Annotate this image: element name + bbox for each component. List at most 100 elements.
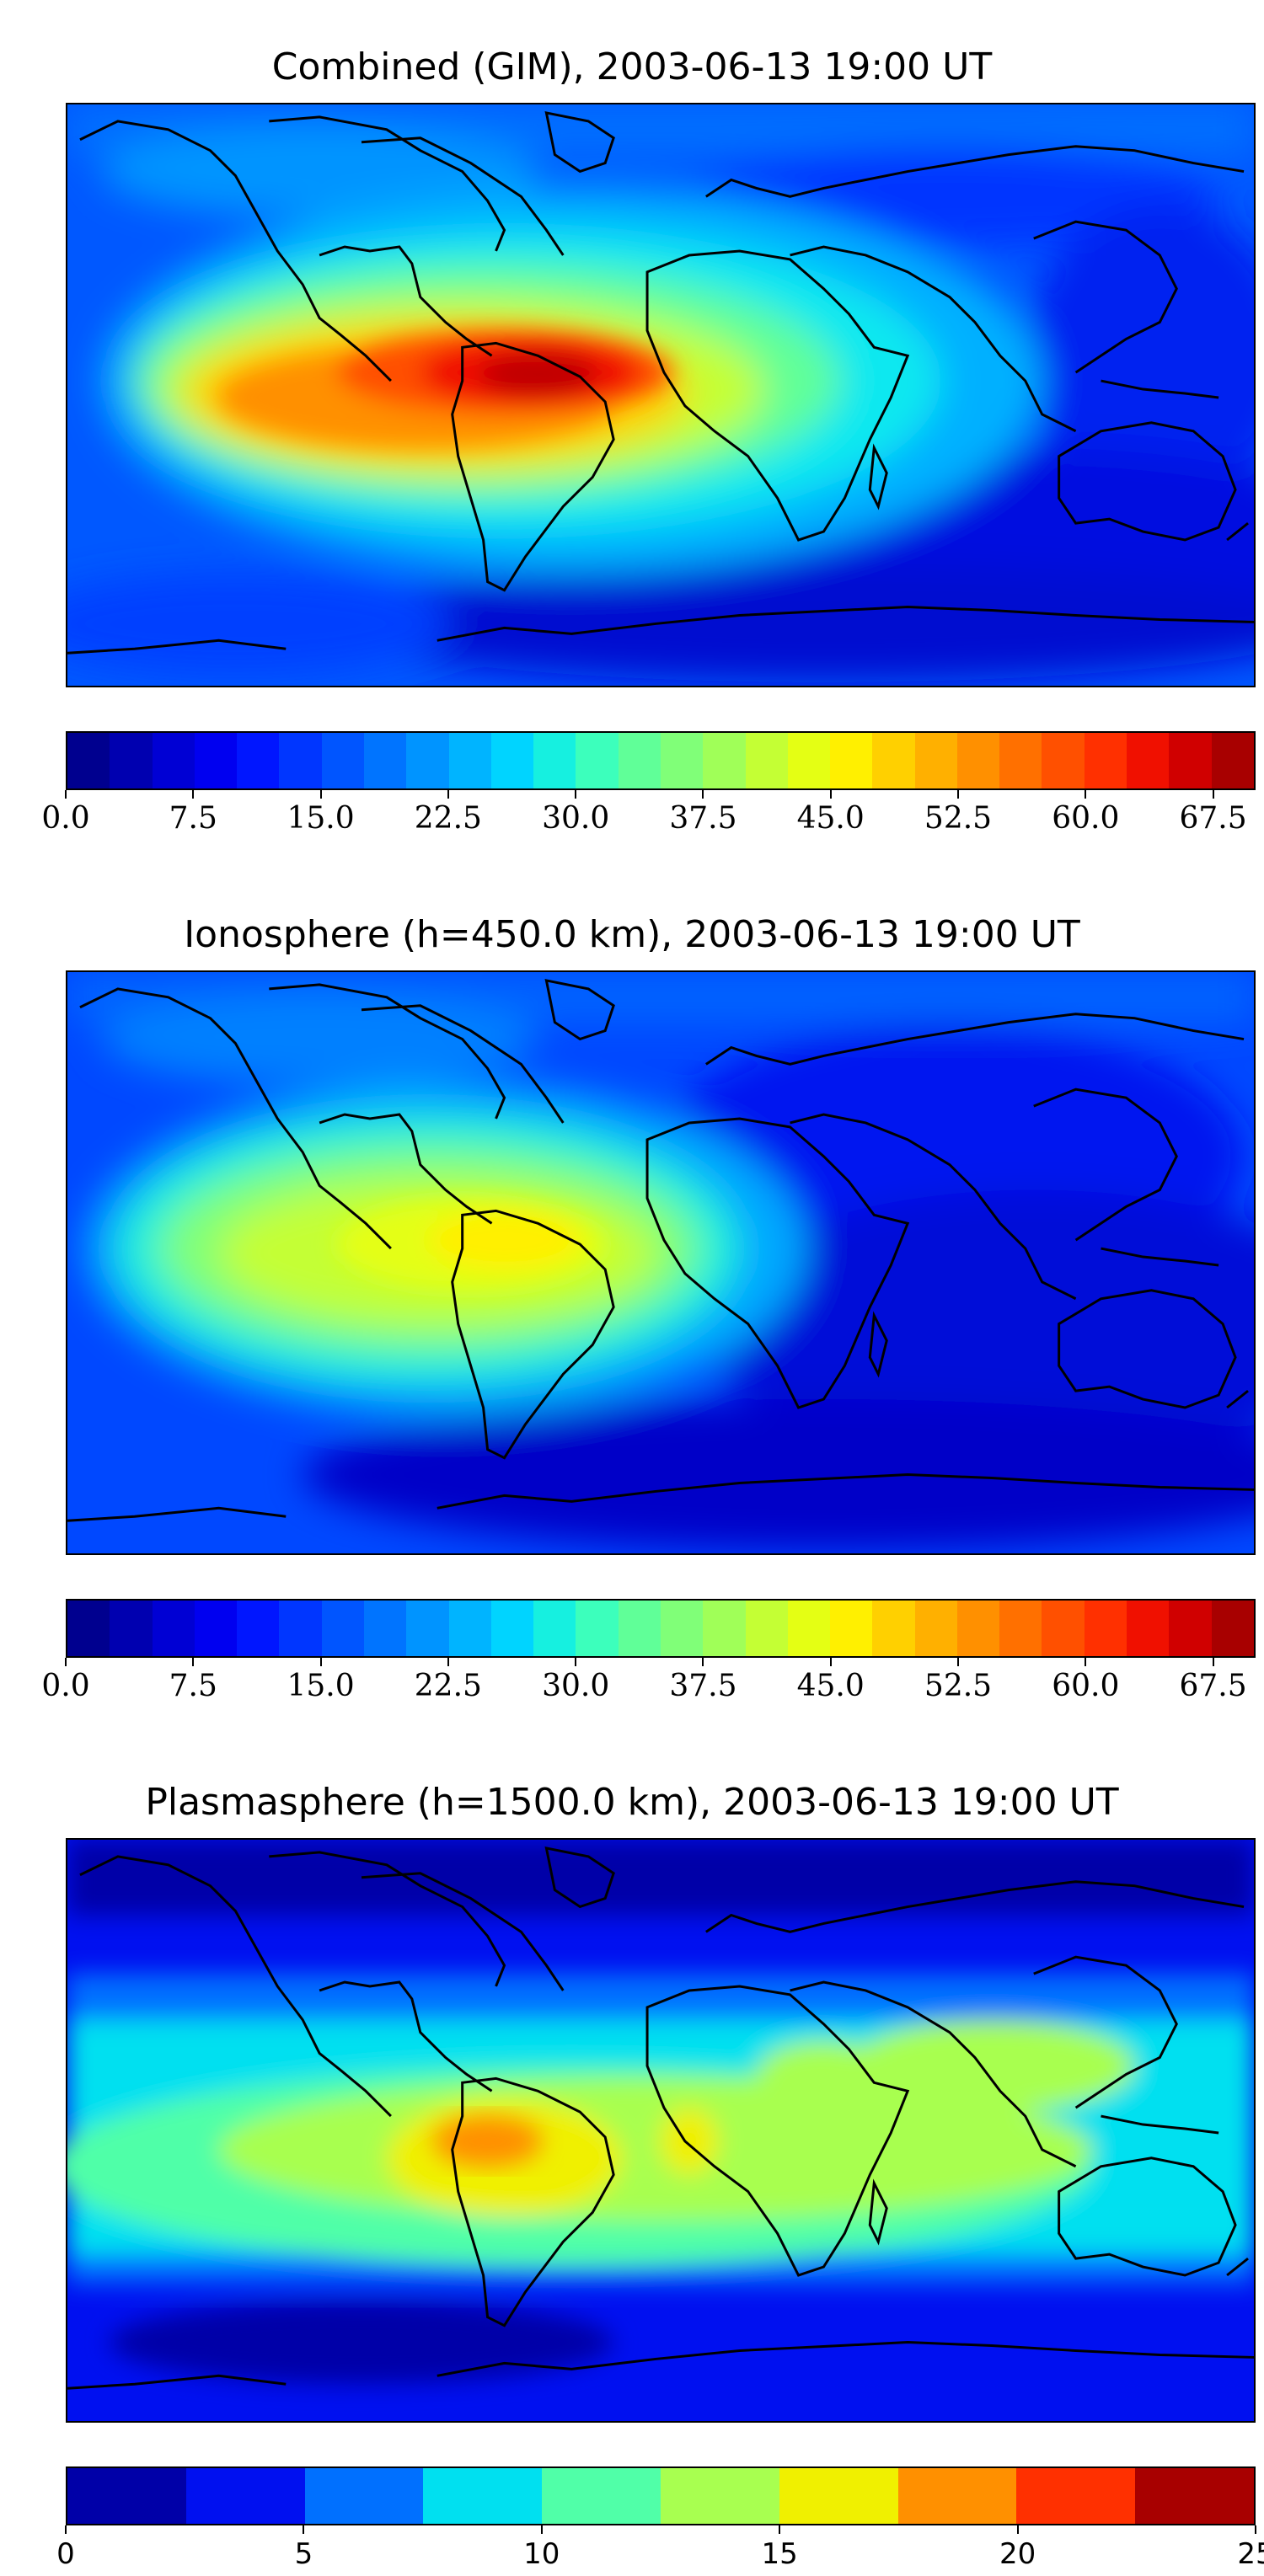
colorbar-segment [542, 2468, 661, 2524]
colorbar-segment [1084, 1601, 1127, 1656]
colorbar-segment [490, 1601, 534, 1656]
colorbar-tick [65, 790, 67, 799]
colorbar-segment [1042, 733, 1085, 788]
colorbar-tick [319, 790, 322, 799]
colorbar-segment [194, 733, 238, 788]
colorbar-tick-label: 30.0 [542, 801, 610, 836]
colorbar-segment [363, 733, 407, 788]
colorbar-segment [67, 1601, 110, 1656]
colorbar-tick-label: 7.5 [169, 801, 217, 836]
colorbar-tick-label: 37.5 [669, 801, 737, 836]
panel-2-title: Ionosphere (h=450.0 km), 2003-06-13 19:0… [184, 913, 1080, 956]
colorbar-tick [192, 790, 195, 799]
colorbar-segment [1135, 2468, 1254, 2524]
coastlines [67, 1846, 1254, 2390]
colorbar-tick-label: 22.5 [414, 801, 482, 836]
colorbar-segment [956, 1601, 1000, 1656]
colorbar-segment [533, 733, 576, 788]
colorbar-tick-label: 67.5 [1179, 1669, 1247, 1703]
colorbar-segment [830, 1601, 873, 1656]
colorbar-tick [1212, 1658, 1214, 1666]
colorbar-tick [575, 790, 577, 799]
plasmasphere-colorbar [66, 2466, 1256, 2525]
colorbar-segment [956, 733, 1000, 788]
colorbar-segment [67, 733, 110, 788]
colorbar-tick [957, 1658, 959, 1666]
colorbar-tick [829, 1658, 832, 1666]
colorbar-segment [914, 1601, 957, 1656]
colorbar-segment [1042, 1601, 1085, 1656]
colorbar-segment [779, 2468, 898, 2524]
colorbar-tick-label: 67.5 [1179, 801, 1247, 836]
colorbar-tick-label: 15.0 [287, 1669, 355, 1703]
colorbar-segment [533, 1601, 576, 1656]
colorbar-segment [279, 733, 322, 788]
colorbar-segment [185, 2468, 305, 2524]
colorbar-segment [423, 2468, 543, 2524]
colorbar-segment [237, 1601, 280, 1656]
colorbar-tick-label: 15 [761, 2537, 798, 2571]
colorbar-segment [321, 733, 364, 788]
colorbar-segment [406, 733, 449, 788]
colorbar-segment [448, 1601, 491, 1656]
colorbar-tick [192, 1658, 195, 1666]
colorbar-tick [1085, 790, 1087, 799]
colorbar-segment [660, 733, 704, 788]
colorbar-segment [110, 733, 153, 788]
ionosphere-map-svg [67, 972, 1254, 1553]
colorbar-tick-label: 7.5 [169, 1669, 217, 1703]
colorbar-segment [1169, 733, 1212, 788]
colorbar-segment [1084, 733, 1127, 788]
colorbar-segment [897, 2468, 1017, 2524]
colorbar-segment [67, 2468, 186, 2524]
colorbar-segment [304, 2468, 424, 2524]
colorbar-tick [957, 790, 959, 799]
colorbar-segment [999, 733, 1042, 788]
colorbar-tick [319, 1658, 322, 1666]
colorbar-tick-label: 37.5 [669, 1669, 737, 1703]
colorbar-tick-label: 52.5 [924, 801, 993, 836]
colorbar-segment [237, 733, 280, 788]
colorbar-tick [575, 1658, 577, 1666]
colorbar-segment [448, 733, 491, 788]
panel-1-title: Combined (GIM), 2003-06-13 19:00 UT [271, 45, 993, 88]
colorbar-segment [110, 1601, 153, 1656]
colorbar-tick [702, 790, 704, 799]
colorbar-segment [618, 1601, 661, 1656]
plasmasphere-map [66, 1838, 1256, 2423]
colorbar-segment [490, 733, 534, 788]
ionosphere-colorbar-ticks: 0.0 7.5 15.0 22.5 30.0 37.5 45.0 52.5 60.0 67.5 [41, 1658, 1256, 1708]
colorbar-segment [1016, 2468, 1136, 2524]
colorbar-tick-label: 0.0 [41, 1669, 90, 1703]
colorbar-segment [660, 2468, 779, 2524]
colorbar-segment [1127, 1601, 1170, 1656]
colorbar-segment [576, 733, 619, 788]
ionosphere-map [66, 970, 1256, 1555]
colorbar-segment [703, 1601, 746, 1656]
colorbar-tick-label: 52.5 [924, 1669, 993, 1703]
colorbar-segment [152, 1601, 195, 1656]
colorbar-tick-label: 10 [523, 2537, 560, 2571]
colorbar-tick-label: 0 [56, 2537, 75, 2571]
colorbar-segment [618, 733, 661, 788]
colorbar-segment [914, 733, 957, 788]
colorbar-segment [745, 1601, 788, 1656]
ionosphere-colorbar [66, 1599, 1256, 1658]
colorbar-tick [1212, 790, 1214, 799]
colorbar-segment [872, 1601, 915, 1656]
colorbar-segment [787, 1601, 831, 1656]
colorbar-segment [1127, 733, 1170, 788]
colorbar-segment [1211, 1601, 1254, 1656]
combined-gim-map-svg [67, 104, 1254, 686]
colorbar-tick-label: 22.5 [414, 1669, 482, 1703]
colorbar-segment [999, 1601, 1042, 1656]
plasmasphere-colorbar-ticks: 0 5 10 15 20 25 [56, 2525, 1264, 2576]
combined-colorbar [66, 731, 1256, 790]
colorbar-tick-label: 15.0 [287, 801, 355, 836]
colorbar-segment [787, 733, 831, 788]
combined-gim-map [66, 103, 1256, 687]
combined-colorbar-ticks: 0.0 7.5 15.0 22.5 30.0 37.5 45.0 52.5 60.0 67.5 [41, 790, 1256, 841]
coastlines [67, 979, 1254, 1522]
colorbar-tick-label: 30.0 [542, 1669, 610, 1703]
colorbar-tick [702, 1658, 704, 1666]
